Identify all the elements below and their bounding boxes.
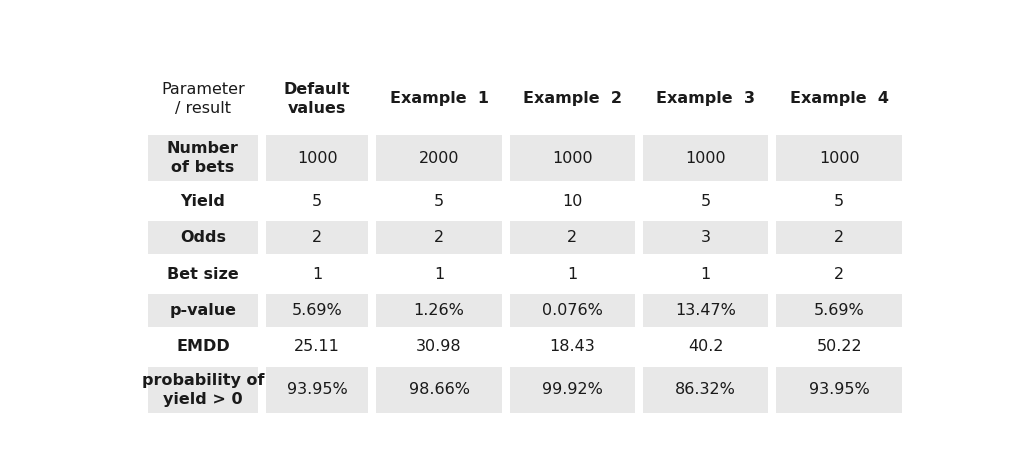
Bar [776,185,902,218]
Bar [266,294,369,327]
Bar [266,221,369,254]
Bar [147,258,258,291]
Text: 10: 10 [562,194,583,209]
Text: 98.66%: 98.66% [409,382,470,397]
Text: 2: 2 [567,230,578,245]
Text: 18.43: 18.43 [550,339,595,354]
Bar [147,294,258,327]
Text: 25.11: 25.11 [294,339,340,354]
Text: 1000: 1000 [297,151,338,166]
Text: 5: 5 [700,194,711,209]
Text: 1000: 1000 [819,151,859,166]
Text: 5: 5 [312,194,323,209]
Text: 30.98: 30.98 [417,339,462,354]
Text: 93.95%: 93.95% [287,382,347,397]
Text: 2000: 2000 [419,151,460,166]
Bar [510,66,635,132]
Bar [377,136,502,182]
Text: Odds: Odds [180,230,226,245]
Text: p-value: p-value [169,303,237,318]
Text: 1000: 1000 [552,151,593,166]
Bar [643,330,768,363]
Text: Example  3: Example 3 [656,91,756,106]
Bar [266,136,369,182]
Text: 2: 2 [834,266,844,282]
Bar [377,258,502,291]
Bar [147,185,258,218]
Text: 3: 3 [700,230,711,245]
Text: 5.69%: 5.69% [292,303,343,318]
Text: 86.32%: 86.32% [675,382,736,397]
Bar [510,185,635,218]
Bar [377,367,502,413]
Bar [147,66,258,132]
Bar [377,66,502,132]
Bar [643,185,768,218]
Text: Example  1: Example 1 [389,91,488,106]
Bar [147,330,258,363]
Bar [510,367,635,413]
Text: 1000: 1000 [685,151,726,166]
Text: Bet size: Bet size [167,266,239,282]
Text: 13.47%: 13.47% [675,303,736,318]
Bar [510,330,635,363]
Text: 1: 1 [567,266,578,282]
Bar [776,258,902,291]
Bar [266,66,369,132]
Text: Example  4: Example 4 [790,91,889,106]
Bar [377,330,502,363]
Bar [510,221,635,254]
Text: 1: 1 [312,266,323,282]
Text: Default
values: Default values [284,82,350,116]
Bar [377,294,502,327]
Bar [510,136,635,182]
Bar [643,294,768,327]
Text: 0.076%: 0.076% [542,303,603,318]
Text: 2: 2 [834,230,844,245]
Bar [776,221,902,254]
Text: 2: 2 [434,230,444,245]
Bar [266,185,369,218]
Text: 2: 2 [312,230,323,245]
Bar [147,221,258,254]
Text: 1: 1 [700,266,711,282]
Text: Parameter
/ result: Parameter / result [161,82,245,116]
Text: 5: 5 [834,194,844,209]
Text: probability of
yield > 0: probability of yield > 0 [141,373,264,407]
Bar [643,258,768,291]
Bar [266,258,369,291]
Bar [776,294,902,327]
Text: 93.95%: 93.95% [809,382,869,397]
Text: Number
of bets: Number of bets [167,141,239,175]
Text: Yield: Yield [180,194,225,209]
Bar [643,136,768,182]
Bar [776,66,902,132]
Text: 5.69%: 5.69% [814,303,864,318]
Bar [510,258,635,291]
Bar [776,330,902,363]
Text: 5: 5 [434,194,444,209]
Text: EMDD: EMDD [176,339,229,354]
Bar [266,367,369,413]
Bar [776,367,902,413]
Text: 50.22: 50.22 [816,339,862,354]
Bar [147,136,258,182]
Bar [643,221,768,254]
Text: 99.92%: 99.92% [542,382,603,397]
Text: Example  2: Example 2 [523,91,622,106]
Bar [643,367,768,413]
Bar [643,66,768,132]
Text: 1: 1 [434,266,444,282]
Bar [776,136,902,182]
Bar [147,367,258,413]
Bar [377,221,502,254]
Text: 40.2: 40.2 [688,339,724,354]
Bar [266,330,369,363]
Bar [510,294,635,327]
Bar [377,185,502,218]
Text: 1.26%: 1.26% [414,303,465,318]
